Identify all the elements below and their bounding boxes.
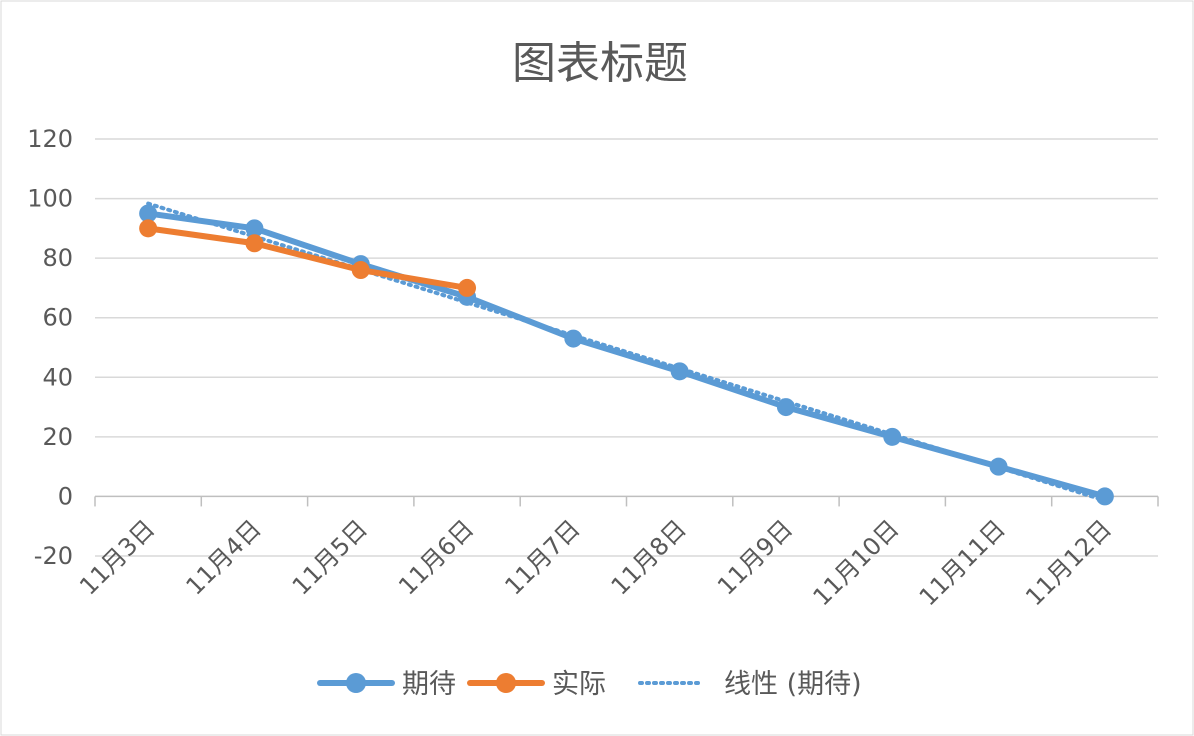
y-tick-label: 120 [27, 125, 73, 153]
series-expected [139, 204, 1114, 506]
x-axis [94, 495, 1159, 507]
data-point [989, 457, 1008, 476]
y-tick-label: 80 [42, 244, 73, 272]
legend-marker [496, 673, 516, 693]
data-point [245, 234, 264, 253]
y-tick-label: -20 [34, 542, 73, 570]
legend-item-trendline: 线性 (期待) [638, 669, 862, 700]
series-layer [139, 204, 1114, 506]
y-tick-label: 100 [27, 185, 73, 213]
series-line [145, 225, 471, 291]
data-point [458, 278, 477, 297]
chart-title: 图表标题 [512, 38, 688, 89]
data-point [139, 219, 158, 238]
y-tick-label: 40 [42, 363, 73, 391]
data-point [670, 362, 689, 381]
data-point [351, 261, 370, 280]
data-point [883, 427, 902, 446]
legend-label: 期待 [402, 669, 456, 700]
legend-marker [346, 673, 366, 693]
series-actual [139, 219, 477, 297]
legend-label: 实际 [552, 669, 606, 700]
data-point [776, 398, 795, 417]
y-tick-label: 0 [58, 482, 73, 510]
data-point [564, 329, 583, 348]
gridlines [95, 138, 1158, 557]
series-line [145, 210, 1108, 500]
legend: 期待 实际 线性 (期待) [317, 669, 862, 700]
y-tick-label: 20 [42, 423, 73, 451]
y-tick-label: 60 [42, 304, 73, 332]
data-point [1095, 487, 1114, 506]
legend-item-actual: 实际 [467, 669, 606, 700]
legend-label: 线性 (期待) [724, 669, 862, 700]
data-point [139, 204, 158, 223]
y-axis-tick-labels: -20 0 20 40 60 80 100 120 [27, 125, 73, 570]
legend-item-expected: 期待 [317, 669, 456, 700]
data-point [245, 219, 264, 238]
